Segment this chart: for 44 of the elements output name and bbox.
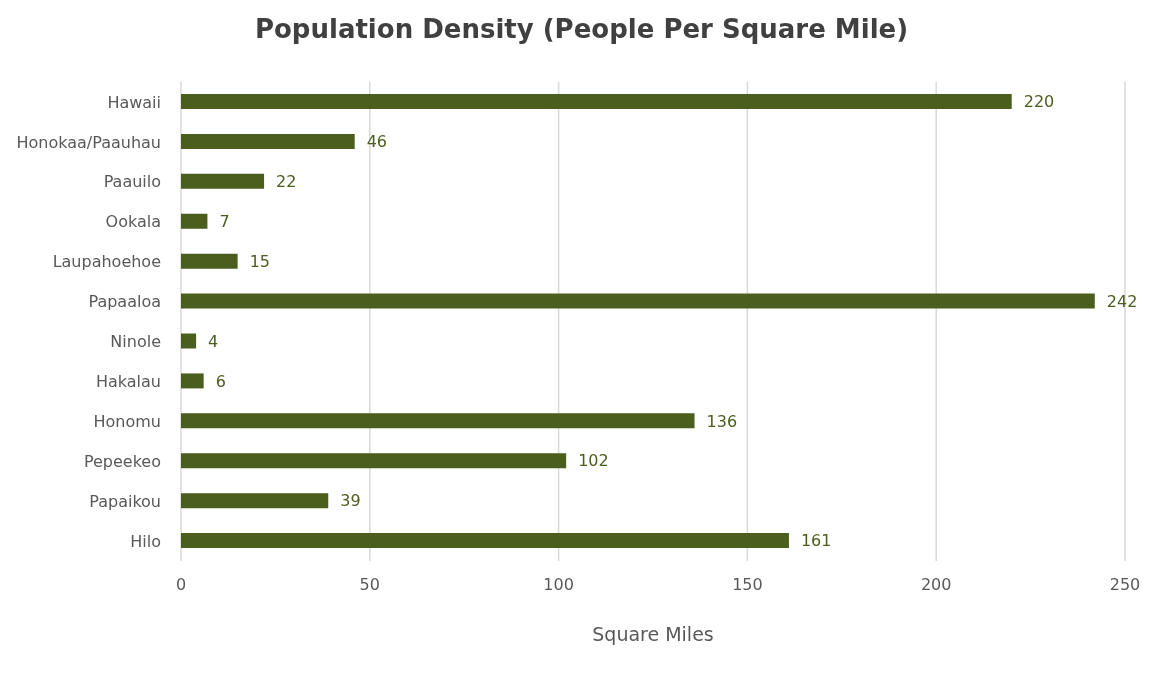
- y-tick-label: Papaikou: [89, 491, 161, 511]
- data-label: 46: [366, 132, 388, 152]
- x-tick-label: 150: [732, 575, 763, 595]
- bar: [181, 493, 329, 509]
- data-label: 161: [800, 531, 832, 551]
- bar: [181, 173, 265, 189]
- data-label: 102: [578, 451, 609, 471]
- x-tick-label: 250: [1109, 575, 1141, 595]
- x-axis-title: Square Miles: [592, 623, 714, 645]
- bar: [181, 533, 789, 549]
- bar: [181, 413, 695, 429]
- bar: [181, 213, 208, 229]
- y-tick-label: Paauilo: [103, 172, 161, 192]
- bar: [181, 453, 567, 469]
- bar: [181, 253, 238, 269]
- bar: [181, 373, 204, 389]
- data-label: 4: [208, 331, 219, 351]
- data-label: 7: [219, 211, 230, 231]
- data-label: 39: [340, 491, 361, 511]
- data-label: 136: [706, 411, 738, 431]
- y-tick-label: Papaaloa: [88, 292, 161, 312]
- y-tick-label: Hilo: [130, 531, 161, 551]
- data-label: 15: [249, 251, 270, 271]
- bar: [181, 133, 355, 149]
- y-tick-label: Pepeekeo: [83, 451, 161, 471]
- x-tick-label: 0: [175, 575, 187, 595]
- data-label: 242: [1106, 291, 1138, 311]
- y-tick-label: Hawaii: [107, 92, 161, 112]
- bar: [181, 293, 1095, 309]
- y-tick-label: Hakalau: [95, 372, 161, 392]
- bar: [181, 333, 197, 349]
- x-tick-label: 50: [359, 575, 380, 595]
- x-tick-label: 200: [920, 575, 952, 595]
- y-tick-label: Honokaa/Paauhau: [16, 132, 161, 152]
- bar: [181, 94, 1012, 109]
- chart-title: Population Density (People Per Square Mile): [253, 13, 910, 46]
- y-tick-label: Ninole: [110, 332, 161, 352]
- y-tick-label: Honomu: [93, 411, 161, 431]
- data-label: 220: [1023, 92, 1055, 112]
- x-tick-label: 100: [543, 575, 574, 595]
- y-tick-label: Ookala: [105, 212, 161, 232]
- y-tick-label: Laupahoehoe: [52, 252, 161, 272]
- data-label: 22: [276, 172, 297, 192]
- data-label: 6: [215, 371, 226, 391]
